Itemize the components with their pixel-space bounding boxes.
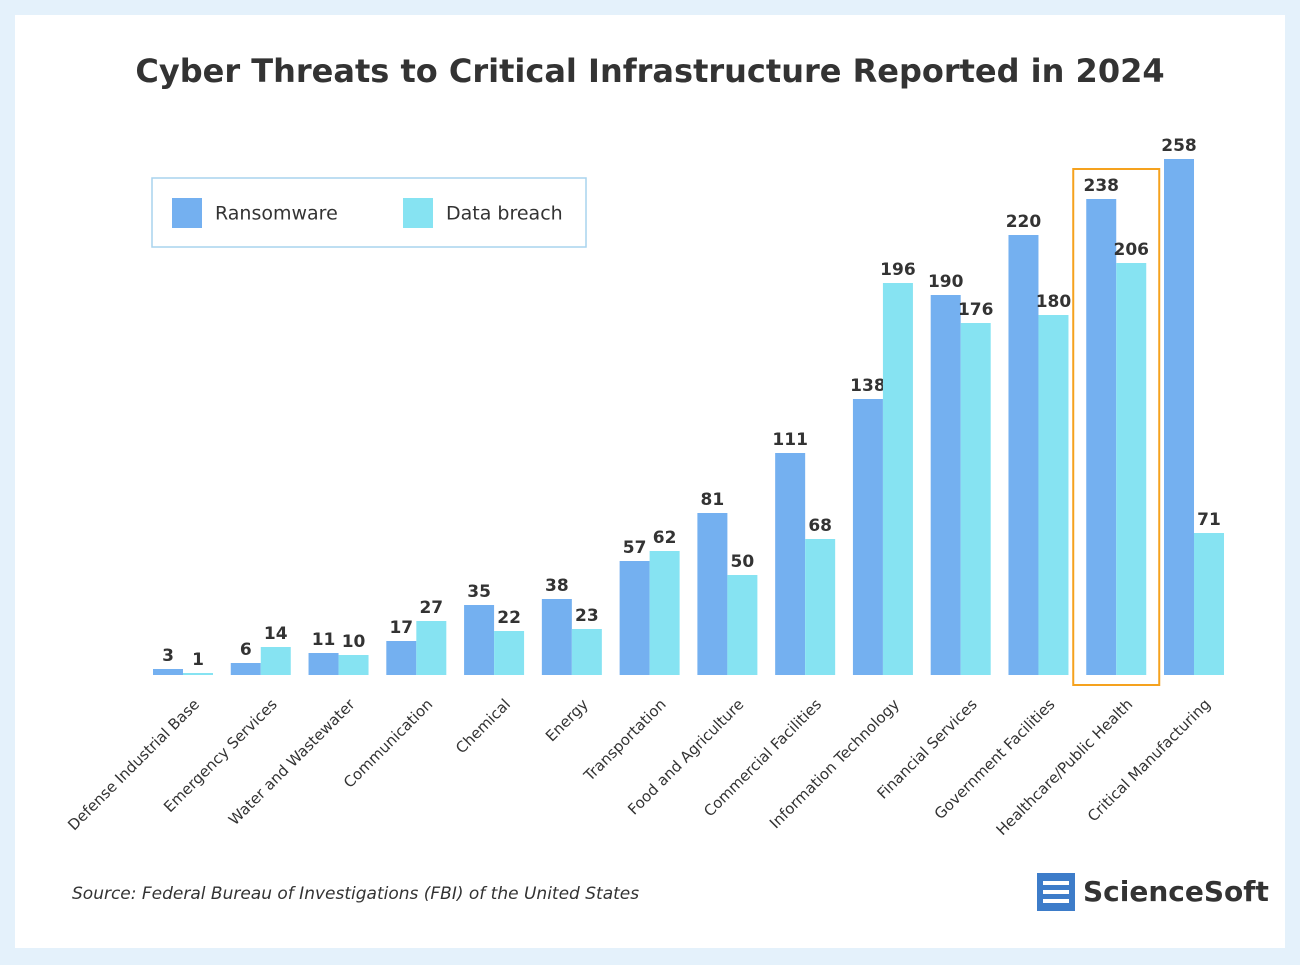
bar [1038,315,1069,675]
bar [852,399,883,675]
value-label: 14 [264,624,288,644]
value-label: 3 [162,646,174,666]
value-label: 81 [701,490,725,510]
bar [153,669,183,675]
bar [1086,199,1117,675]
bar [308,653,339,675]
value-label: 71 [1197,510,1221,530]
value-label: 196 [880,260,916,280]
value-label: 238 [1083,176,1119,196]
value-label: 138 [850,376,886,396]
brand: ScienceSoft [1083,875,1269,908]
value-label: 57 [623,538,647,558]
bar [386,641,417,675]
bar [882,283,913,675]
value-label: 27 [419,598,443,618]
bar [464,605,495,675]
bar [727,575,758,675]
value-label: 23 [575,606,599,626]
bar [416,621,447,675]
value-label: 22 [497,608,521,628]
bar [960,323,991,675]
value-label: 17 [389,618,413,638]
value-label: 220 [1006,212,1042,232]
value-label: 111 [772,430,808,450]
bar [338,655,369,675]
value-label: 190 [928,272,964,292]
value-label: 180 [1036,292,1072,312]
chart-title: Cyber Threats to Critical Infrastructure… [135,52,1164,90]
legend-swatch [172,198,202,228]
highlight-box [1072,168,1161,686]
legend-label: Ransomware [215,203,338,225]
bar [697,513,728,675]
bar [260,647,291,675]
bar [541,599,572,675]
value-label: 6 [240,640,252,660]
value-label: 68 [808,516,832,536]
legend-label: Data breach [446,203,563,225]
value-label: 62 [653,528,677,548]
bar [805,539,836,675]
value-label: 10 [342,632,366,652]
value-label: 258 [1161,136,1197,156]
bar [1116,263,1147,675]
bar [1164,159,1195,675]
bar [930,295,961,675]
bar [494,631,525,675]
bar [1008,235,1039,675]
value-label: 35 [467,582,491,602]
bar [571,629,602,675]
bar [183,673,213,675]
bar [230,663,261,675]
logo: ScienceSoft [1037,873,1269,911]
value-label: 176 [958,300,994,320]
value-label: 11 [312,630,336,650]
source: Source: Federal Bureau of Investigations… [72,884,639,904]
bar [649,551,680,675]
bar [619,561,650,675]
value-label: 38 [545,576,569,596]
bar [1194,533,1225,675]
bar [775,453,806,675]
value-label: 1 [192,650,204,670]
legend-swatch [403,198,433,228]
value-label: 50 [731,552,755,572]
value-label: 206 [1113,240,1149,260]
legend-box [151,177,587,248]
logo-stripes [1043,881,1069,903]
